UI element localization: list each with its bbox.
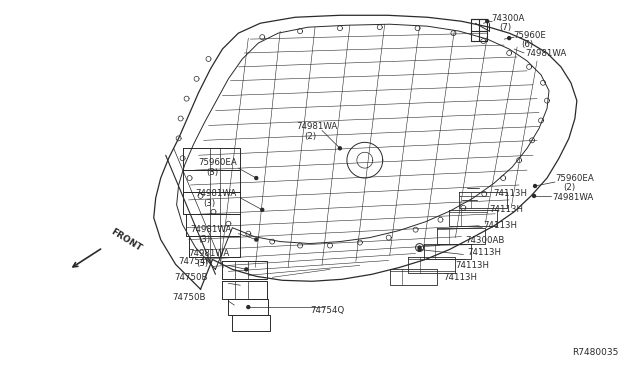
Polygon shape (534, 185, 536, 187)
Text: (3): (3) (198, 235, 211, 244)
Text: 74300A: 74300A (492, 14, 525, 23)
Polygon shape (508, 36, 511, 39)
Text: (6): (6) (521, 39, 533, 49)
Polygon shape (255, 238, 258, 241)
Text: 74113H: 74113H (444, 273, 477, 282)
Text: 74981WA: 74981WA (552, 193, 593, 202)
Text: 74750B: 74750B (173, 293, 206, 302)
Text: 75960EA: 75960EA (198, 158, 237, 167)
Text: FRONT: FRONT (109, 227, 143, 253)
Text: (3): (3) (207, 168, 219, 177)
Text: 74981WA: 74981WA (296, 122, 337, 131)
Text: 74981WA: 74981WA (189, 249, 230, 258)
Polygon shape (255, 177, 258, 180)
Text: 75960E: 75960E (513, 31, 546, 40)
Text: (7): (7) (499, 23, 511, 32)
Text: 74300AB: 74300AB (465, 236, 505, 245)
Polygon shape (486, 20, 489, 23)
Text: 74754N: 74754N (179, 257, 212, 266)
Text: 74754Q: 74754Q (310, 305, 344, 315)
Text: 74113H: 74113H (493, 189, 527, 198)
Text: 74113H: 74113H (483, 221, 517, 230)
Text: 74113H: 74113H (467, 248, 501, 257)
Text: 74750B: 74750B (175, 273, 208, 282)
Polygon shape (245, 268, 248, 271)
Polygon shape (418, 246, 421, 249)
Text: 74113H: 74113H (456, 261, 490, 270)
Text: 74113H: 74113H (489, 205, 524, 214)
Text: (3): (3) (204, 199, 216, 208)
Polygon shape (247, 306, 250, 309)
Polygon shape (339, 147, 341, 150)
Polygon shape (260, 208, 264, 211)
Text: (2): (2) (563, 183, 575, 192)
Text: R7480035: R7480035 (572, 348, 619, 357)
Polygon shape (532, 195, 536, 198)
Polygon shape (418, 248, 421, 251)
Text: 74981WA: 74981WA (525, 48, 566, 58)
Text: 75960EA: 75960EA (555, 174, 594, 183)
Text: 74981WA: 74981WA (196, 189, 237, 198)
Text: (3): (3) (196, 259, 209, 268)
Text: (2): (2) (304, 132, 316, 141)
Text: 74981WA: 74981WA (191, 225, 232, 234)
